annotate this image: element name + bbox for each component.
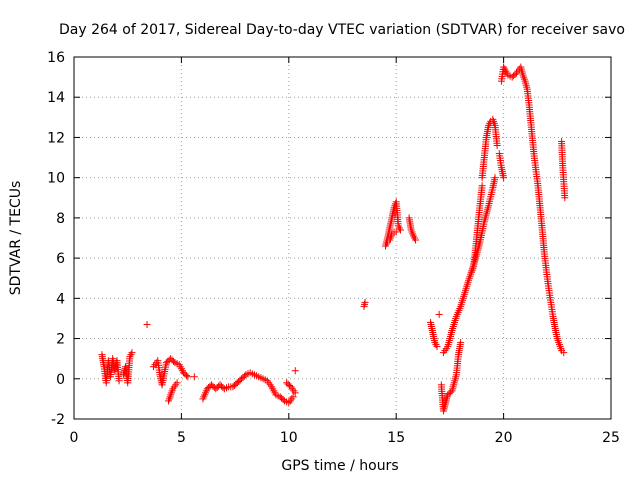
- data-point-marker: [190, 373, 198, 381]
- data-point-marker: [491, 174, 499, 182]
- data-point-marker: [478, 182, 486, 190]
- chart-title: Day 264 of 2017, Sidereal Day-to-day VTE…: [59, 22, 625, 38]
- data-point-marker: [289, 393, 297, 401]
- axis-ticks: 0 5 10 15 20 25 -2 0 2 4 6 8 10 12 14 16: [47, 50, 620, 446]
- y-tick-label: 16: [47, 50, 65, 66]
- data-point-marker: [457, 339, 465, 347]
- data-point-marker: [412, 236, 420, 244]
- data-points: [98, 63, 569, 415]
- data-point-marker: [361, 298, 369, 306]
- data-point-marker: [291, 367, 299, 375]
- y-tick-label: 4: [56, 291, 65, 307]
- data-point-marker: [561, 194, 569, 202]
- data-point-marker: [435, 310, 443, 318]
- data-point-marker: [433, 343, 441, 351]
- plot-frame: [73, 56, 612, 420]
- y-tick-label: 8: [56, 211, 65, 227]
- data-point-marker: [396, 226, 404, 234]
- x-tick-label: 0: [70, 430, 79, 446]
- x-tick-label: 10: [280, 430, 298, 446]
- y-tick-label: 0: [56, 372, 65, 388]
- data-point-marker: [511, 70, 519, 78]
- data-point-marker: [392, 228, 400, 236]
- y-tick-label: 14: [47, 90, 65, 106]
- y-tick-label: 6: [56, 251, 65, 267]
- data-point-marker: [240, 372, 248, 380]
- data-point-marker: [184, 373, 192, 381]
- data-point-marker: [128, 349, 136, 357]
- y-tick-label: 10: [47, 171, 65, 187]
- data-point-marker: [279, 396, 287, 404]
- data-point-marker: [291, 389, 299, 397]
- data-point-marker: [173, 379, 181, 387]
- grid-lines: [74, 57, 611, 419]
- y-axis-label: SDTVAR / TECUs: [8, 181, 24, 296]
- x-tick-label: 15: [387, 430, 405, 446]
- data-point-marker: [170, 357, 178, 365]
- y-tick-label: 12: [47, 130, 65, 146]
- y-tick-label: 2: [56, 332, 65, 348]
- data-point-marker: [500, 174, 508, 182]
- y-tick-label: -2: [51, 412, 65, 428]
- data-point-marker: [493, 141, 501, 149]
- data-point-marker: [286, 381, 294, 389]
- x-tick-label: 20: [495, 430, 513, 446]
- x-axis-label: GPS time / hours: [281, 458, 398, 474]
- x-tick-label: 5: [177, 430, 186, 446]
- data-point-marker: [115, 377, 123, 385]
- x-tick-label: 25: [602, 430, 620, 446]
- data-point-marker: [560, 349, 568, 357]
- data-point-marker: [182, 371, 190, 379]
- data-point-marker: [143, 320, 151, 328]
